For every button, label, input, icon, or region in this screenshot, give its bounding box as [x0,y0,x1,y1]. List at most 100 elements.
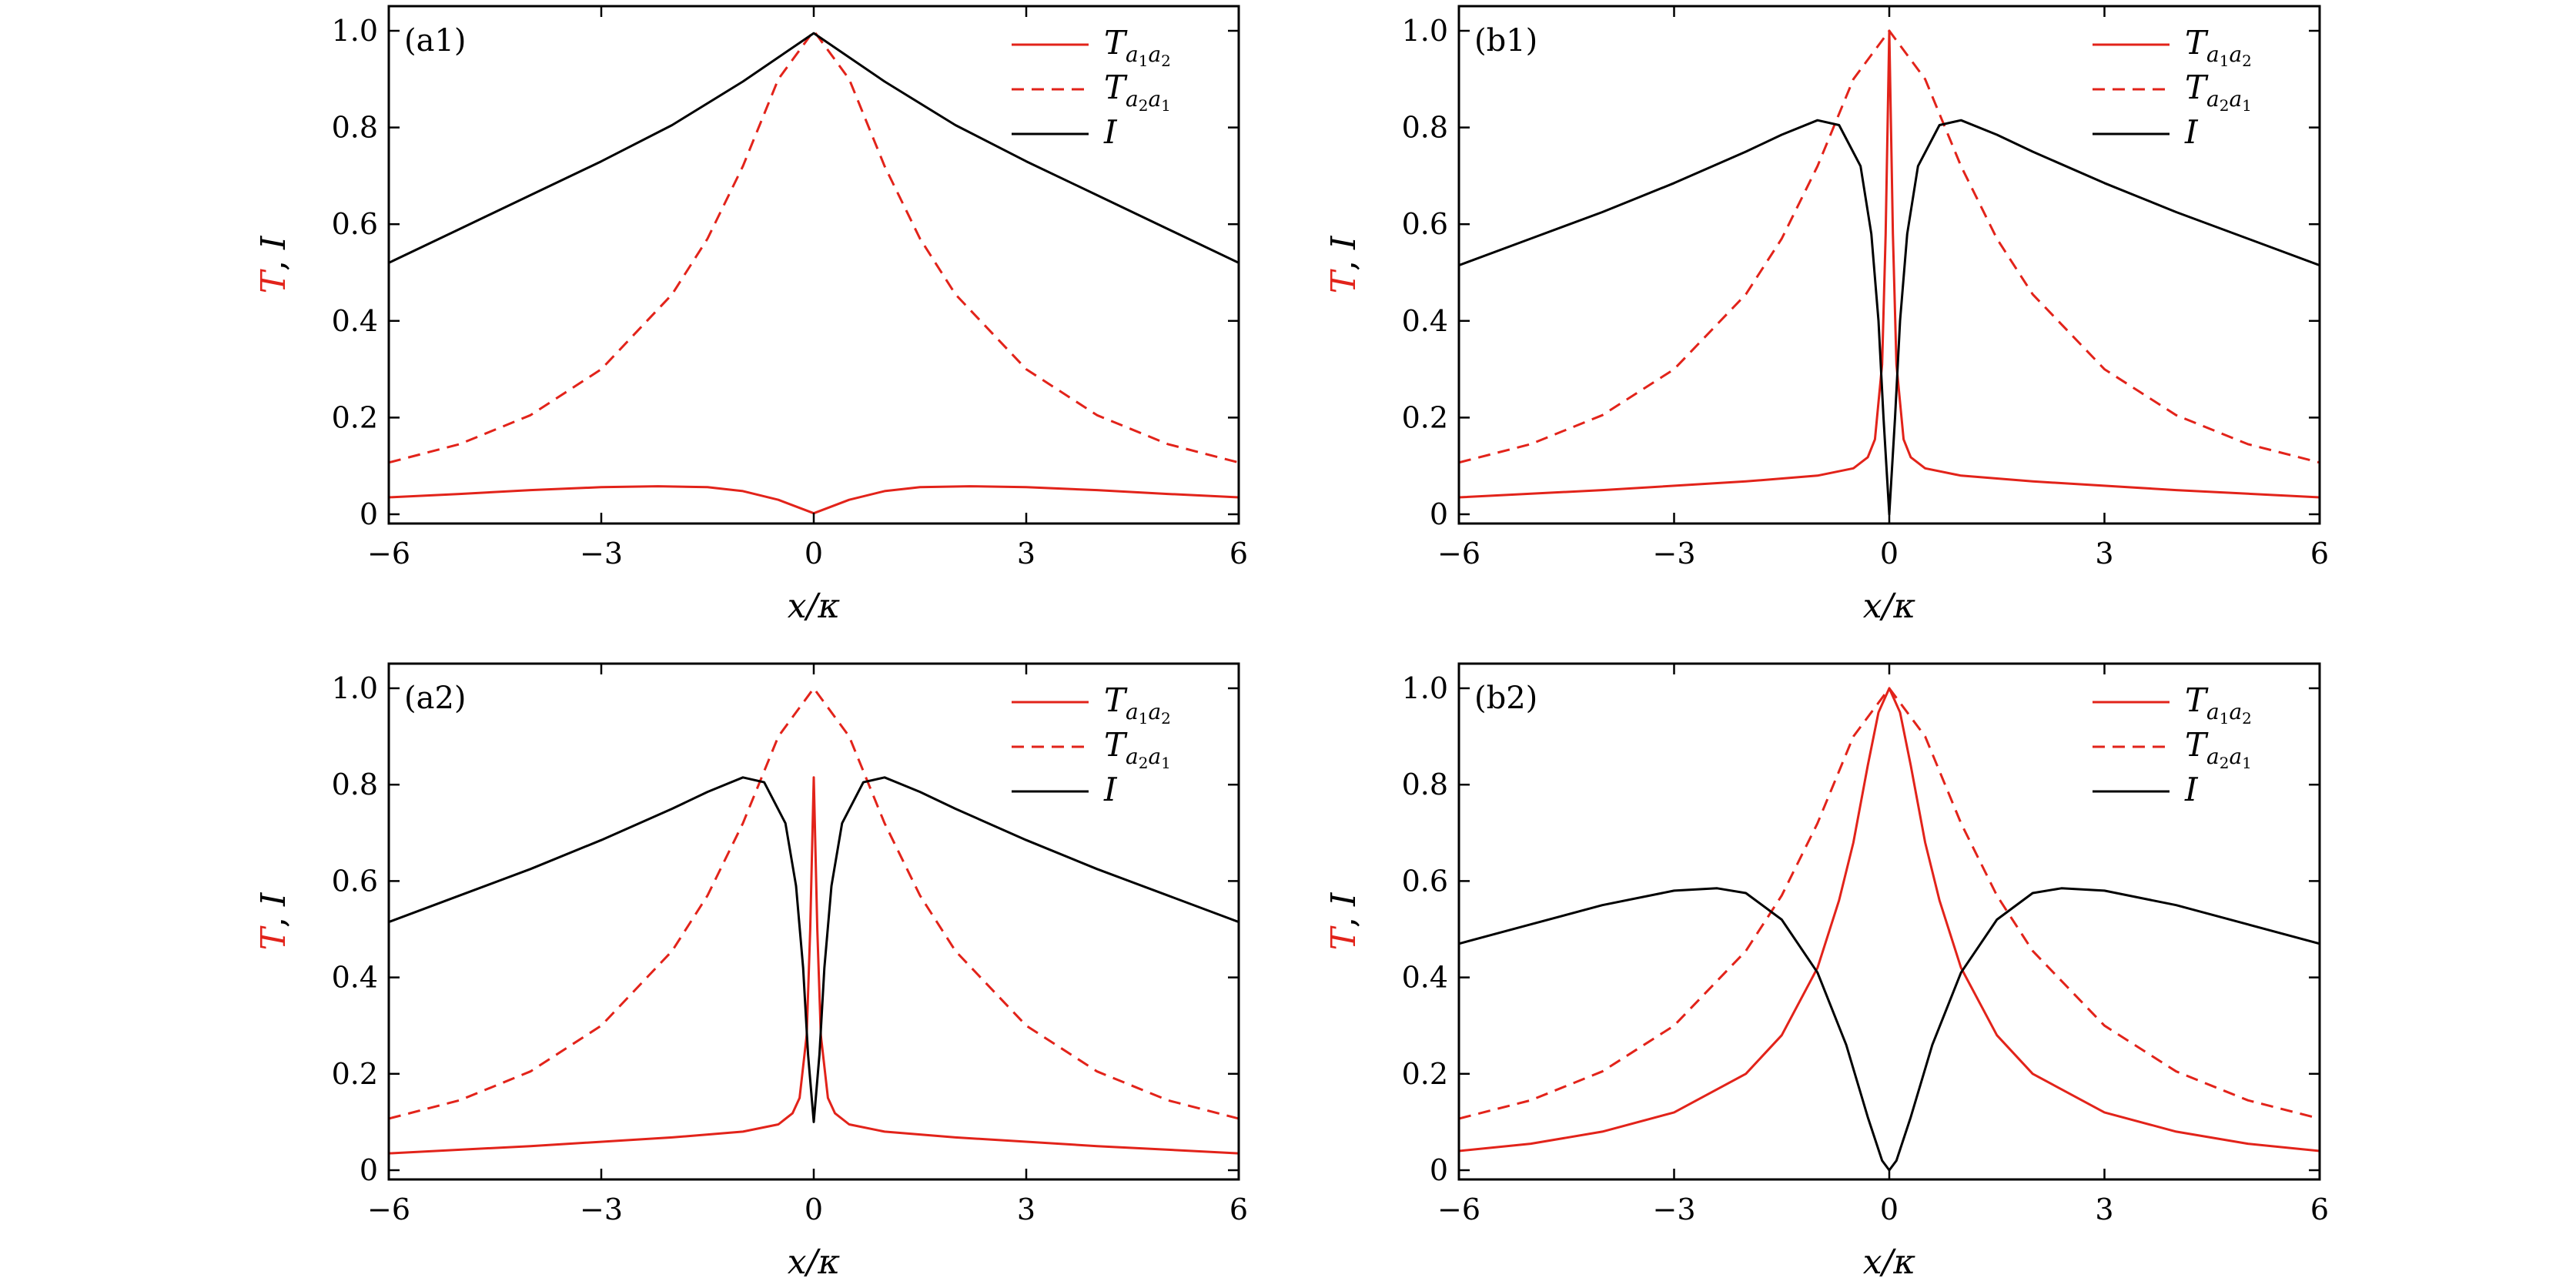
y-axis-label-i: I [254,892,293,907]
series-line-ta2a1 [1459,29,2320,464]
y-axis-label-sep: , [254,249,293,271]
y-tick-label: 0.4 [1402,961,1448,995]
x-tick-label: −6 [367,1193,410,1226]
legend-subsub-2: 1 [1161,754,1171,772]
y-tick-label: 1.0 [332,671,378,705]
legend-sub-a2: a [1148,86,1161,112]
y-axis-label-i: I [1324,235,1363,250]
legend-subsub-2: 1 [1161,96,1171,115]
y-axis-label: T, I [254,892,293,950]
y-tick-label: 0.8 [1402,768,1448,801]
legend-label: Ta2a1 [2185,726,2252,772]
y-tick-label: 0.8 [332,111,378,145]
x-tick-label: 3 [1017,537,1035,570]
legend-subsub-2: 2 [2242,709,2252,728]
legend-sub-a2: a [2229,744,2242,769]
panel-label: (a2) [404,681,467,716]
legend-sub-a2: a [1148,744,1161,769]
y-tick-label: 0.8 [332,768,378,801]
x-tick-label: −6 [1437,537,1480,570]
y-axis-label: T, I [1324,892,1363,950]
y-tick-label: 0.2 [332,1057,378,1091]
x-tick-label: 3 [2095,537,2113,570]
legend-main: T [1104,24,1128,62]
y-tick-label: 0.4 [332,961,378,995]
legend-label: Ta1a2 [1104,24,1171,70]
x-tick-label: −3 [580,1193,623,1226]
y-axis-label: T, I [1324,235,1363,293]
panel-label: (b2) [1474,681,1537,716]
x-tick-label: 0 [1880,1193,1899,1226]
panel-a1: −6 −3 0 3 600.20.40.60.81.0x/κT, I(a1) Ta1a2T… [254,5,1248,626]
y-tick-label: 0.4 [1402,304,1448,338]
y-tick-label: 1.0 [332,14,378,48]
legend-sub-a2: a [2229,86,2242,112]
legend-sub-a: a [1126,744,1139,769]
legend-label: I [2184,113,2199,151]
y-tick-label: 0.2 [1402,400,1448,434]
legend-label: I [1103,771,1118,808]
legend-sub-a: a [2206,86,2220,112]
y-axis-label-sep: , [1324,906,1363,928]
legend-sub-a2: a [1148,42,1161,67]
legend-sub-a: a [1126,42,1139,67]
x-axis-label: x/κ [788,587,841,626]
legend-subsub-1: 1 [1139,52,1149,70]
y-axis-label-t: T [254,268,293,293]
legend-main: I [2184,113,2199,151]
y-tick-label: 1.0 [1402,671,1448,705]
legend-main: I [1103,771,1118,808]
legend-label: I [2184,771,2199,808]
y-axis-label-i: I [254,235,293,250]
panel-label: (a1) [404,23,467,59]
y-tick-label: 0.6 [1402,864,1448,898]
legend-main: I [1103,113,1118,151]
y-tick-label: 0.2 [332,400,378,434]
x-tick-label: 0 [805,1193,823,1226]
x-tick-label: 6 [2310,1193,2329,1226]
y-tick-label: 0.6 [332,864,378,898]
legend-subsub-1: 1 [1139,709,1149,728]
y-axis-label-i: I [1324,892,1363,907]
legend-subsub-1: 2 [1139,754,1149,772]
x-tick-label: −3 [580,537,623,570]
legend-subsub-1: 2 [2220,96,2230,115]
legend-main: T [2185,24,2209,62]
legend-sub-a: a [2206,744,2220,769]
legend-subsub-1: 2 [1139,96,1149,115]
x-tick-label: 3 [2095,1193,2113,1226]
series-line-i [389,776,1239,1123]
y-tick-label: 0 [360,497,378,531]
series-line-ta2a1 [1459,687,2320,1120]
legend-main: T [2185,681,2209,719]
y-tick-label: 0 [1430,1153,1448,1187]
y-tick-label: 1.0 [1402,14,1448,48]
panel-b1: −6 −3 0 3 600.20.40.60.81.0x/κT, I(b1) Ta1a2T… [1324,5,2329,626]
x-tick-label: −6 [1437,1193,1480,1226]
legend-subsub-2: 2 [1161,709,1171,728]
series-line-i [1459,119,2320,516]
legend-sub-a2: a [2229,699,2242,724]
y-tick-label: 0.6 [1402,207,1448,241]
series-line-ta1a2 [389,776,1239,1155]
x-tick-label: 3 [1017,1193,1035,1226]
legend-subsub-2: 1 [2242,96,2252,115]
y-axis-label-sep: , [254,906,293,928]
y-axis-label-t: T [1324,268,1363,293]
legend-main: I [2184,771,2199,808]
legend-sub-a: a [2206,42,2220,67]
legend-sub-a: a [2206,699,2220,724]
legend-main: T [2185,726,2209,764]
x-tick-label: 6 [1229,1193,1248,1226]
panel-label: (b1) [1474,23,1537,59]
y-tick-label: 0 [1430,497,1448,531]
y-tick-label: 0.2 [1402,1057,1448,1091]
y-tick-label: 0.8 [1402,111,1448,145]
legend-label: Ta1a2 [2185,681,2252,728]
legend-main: T [1104,69,1128,106]
series-line-ta2a1 [389,687,1239,1120]
legend-main: T [1104,681,1128,719]
legend-label: I [1103,113,1118,151]
legend-subsub-1: 2 [2220,754,2230,772]
